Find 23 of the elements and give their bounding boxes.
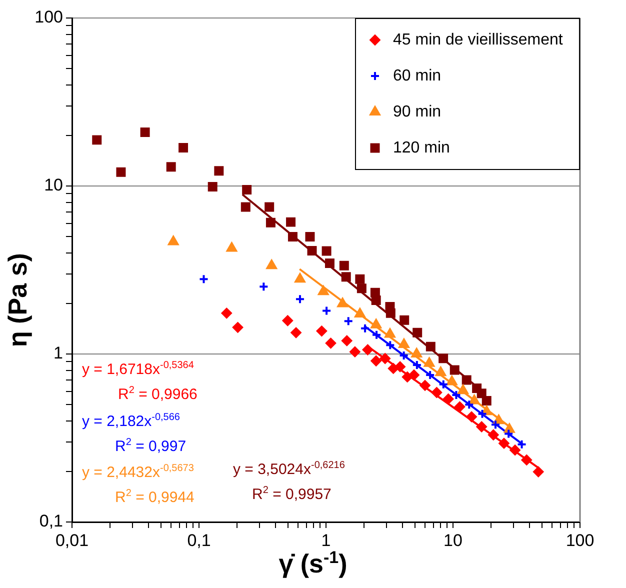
x-tick-label: 100 — [566, 530, 594, 550]
y-tick-label: 0,1 — [39, 512, 63, 531]
annotation: y = 1,6718x$^{-0,5364}$ — [82, 360, 194, 378]
x-tick-label: 0,1 — [187, 530, 211, 550]
x-axis-title: γ̇ (s$^{-1}$) — [278, 548, 348, 580]
legend-label: 45 min de vieillissement — [393, 31, 564, 48]
x-tick-label: 1 — [321, 530, 331, 550]
y-tick-label: 10 — [44, 176, 63, 195]
legend-label: 120 min — [393, 139, 450, 156]
annotation: y = 3,5024x$^{-0,6216}$ — [233, 460, 345, 478]
legend-label: 60 min — [393, 67, 442, 84]
legend-label: 90 min — [393, 103, 442, 120]
annotation: R$^{2}$ = 0,9957 — [252, 485, 332, 503]
x-tick-label: 0,01 — [55, 530, 89, 550]
annotation: y = 2,4432x$^{-0,5673}$ — [82, 463, 194, 481]
y-tick-label: 1 — [54, 344, 63, 363]
x-tick-label: 10 — [444, 530, 462, 550]
annotation: R$^{2}$ = 0,9944 — [115, 488, 194, 506]
annotation: R$^{2}$ = 0,9966 — [118, 385, 198, 403]
y-axis-title: η (Pa s) — [2, 253, 34, 347]
y-tick-label: 100 — [34, 8, 63, 27]
annotation: R$^{2}$ = 0,997 — [115, 437, 186, 455]
annotation: y = 2,182x$^{-0,566}$ — [82, 412, 180, 430]
